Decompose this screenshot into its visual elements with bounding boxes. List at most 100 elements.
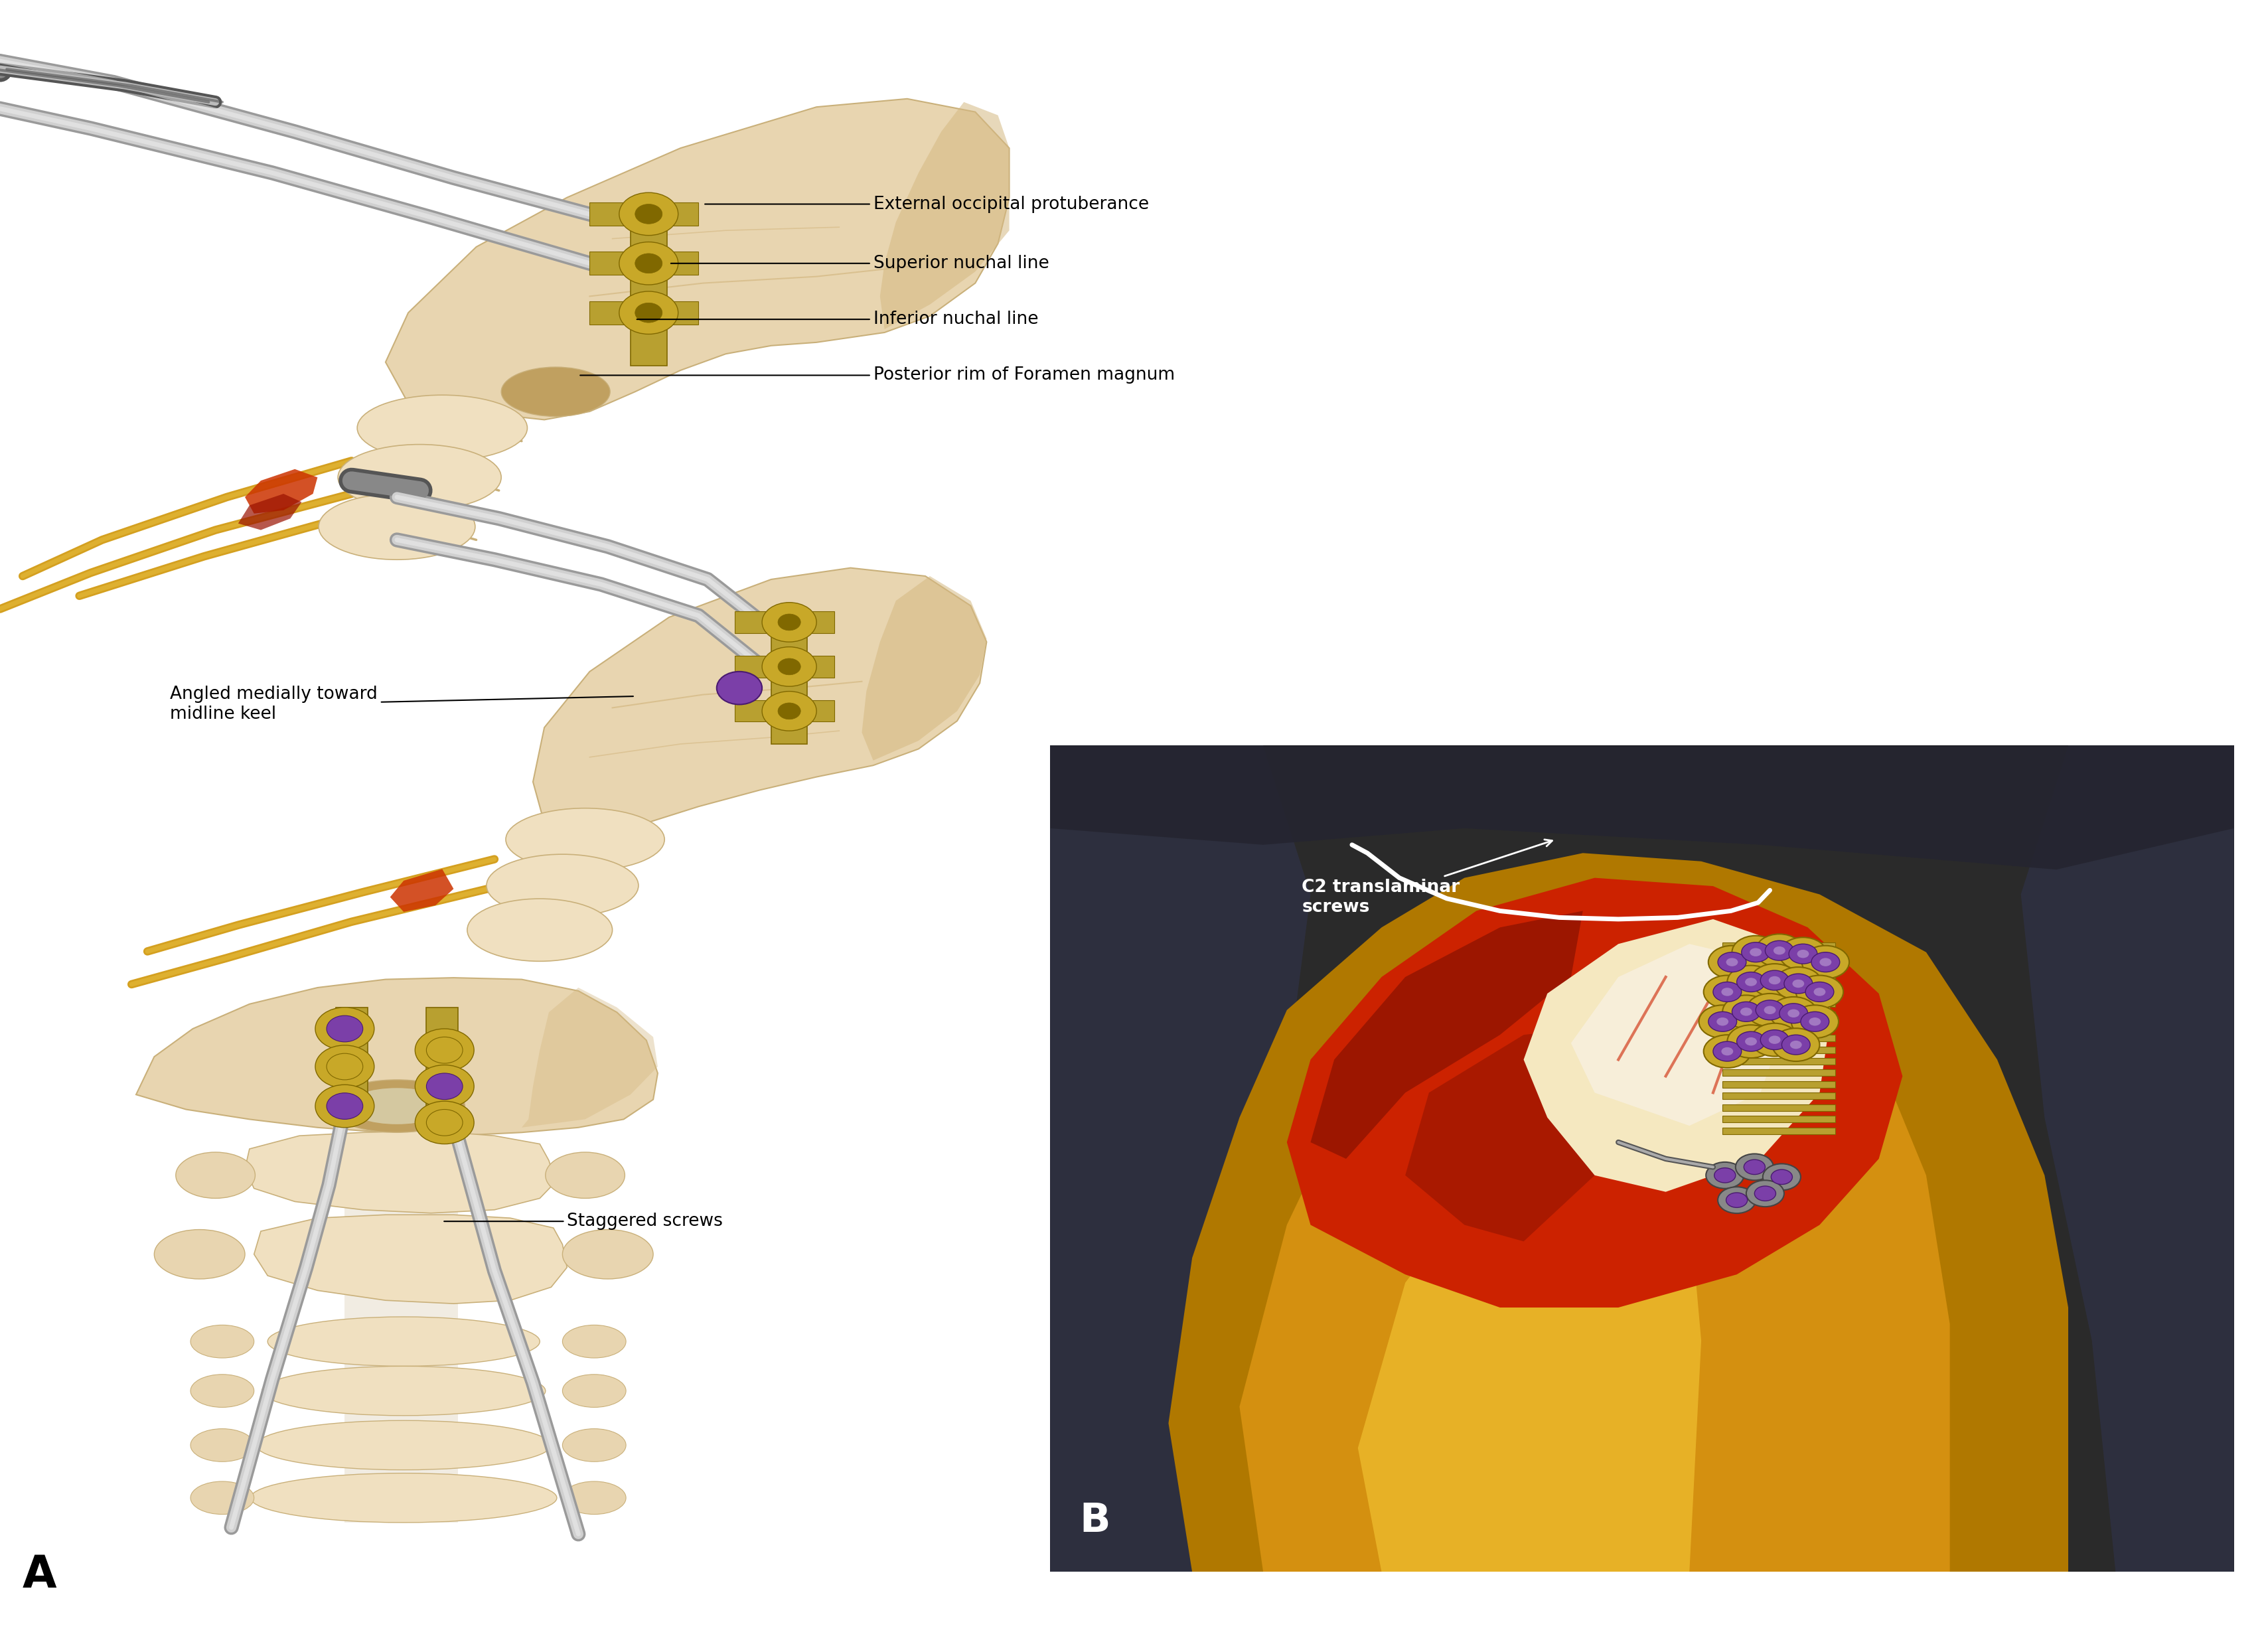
Polygon shape — [386, 99, 1009, 420]
Ellipse shape — [501, 367, 610, 416]
Circle shape — [762, 602, 816, 642]
Circle shape — [1780, 937, 1826, 971]
Text: Inferior nuchal line: Inferior nuchal line — [637, 311, 1039, 328]
Ellipse shape — [562, 1230, 653, 1279]
Circle shape — [1735, 1154, 1774, 1180]
Circle shape — [1726, 1193, 1746, 1208]
Circle shape — [1751, 1024, 1799, 1057]
Circle shape — [1708, 945, 1755, 979]
Circle shape — [426, 1073, 463, 1100]
Ellipse shape — [249, 1473, 558, 1523]
Bar — [1721, 955, 1835, 961]
Circle shape — [1789, 943, 1817, 965]
Circle shape — [1733, 1002, 1760, 1022]
Text: Staggered screws: Staggered screws — [445, 1213, 723, 1230]
Ellipse shape — [263, 1366, 544, 1416]
Ellipse shape — [191, 1325, 254, 1358]
Circle shape — [1751, 965, 1799, 997]
Polygon shape — [1050, 746, 2234, 869]
Circle shape — [1805, 983, 1835, 1002]
Circle shape — [778, 658, 801, 675]
Circle shape — [1801, 945, 1848, 979]
Circle shape — [1721, 1047, 1733, 1055]
Ellipse shape — [347, 1088, 447, 1124]
Circle shape — [1783, 1035, 1810, 1055]
Polygon shape — [1406, 1027, 1619, 1241]
Bar — [1721, 1001, 1835, 1007]
Circle shape — [1810, 1017, 1821, 1025]
Circle shape — [1728, 966, 1774, 999]
Circle shape — [1721, 988, 1733, 996]
Circle shape — [426, 1109, 463, 1136]
Text: Angled medially toward
midline keel: Angled medially toward midline keel — [170, 686, 633, 723]
Circle shape — [1726, 958, 1737, 966]
Polygon shape — [862, 576, 987, 760]
Polygon shape — [136, 978, 658, 1136]
Ellipse shape — [467, 899, 612, 961]
Bar — [1721, 1128, 1835, 1134]
Circle shape — [762, 691, 816, 731]
Bar — [1721, 966, 1835, 973]
Circle shape — [1769, 997, 1817, 1030]
Circle shape — [1789, 1040, 1801, 1049]
Circle shape — [1703, 976, 1751, 1009]
Circle shape — [1751, 948, 1762, 956]
Circle shape — [1712, 1042, 1742, 1062]
Circle shape — [315, 1085, 374, 1128]
Circle shape — [1740, 1007, 1753, 1016]
Circle shape — [1699, 1006, 1746, 1039]
Circle shape — [762, 647, 816, 686]
Polygon shape — [1286, 877, 1903, 1307]
Ellipse shape — [485, 854, 640, 917]
Bar — [1721, 978, 1835, 984]
Circle shape — [1792, 1006, 1839, 1039]
Circle shape — [1721, 996, 1769, 1029]
Bar — [1721, 1047, 1835, 1053]
Circle shape — [1769, 1035, 1780, 1044]
Ellipse shape — [562, 1374, 626, 1407]
Bar — [1721, 1058, 1835, 1065]
Circle shape — [1742, 942, 1769, 963]
Bar — [1721, 1093, 1835, 1100]
Text: Posterior rim of Foramen magnum: Posterior rim of Foramen magnum — [581, 367, 1175, 384]
Text: Occipital screws: Occipital screws — [1356, 543, 1538, 607]
Ellipse shape — [506, 808, 665, 871]
Ellipse shape — [329, 1080, 465, 1132]
Polygon shape — [1241, 927, 1950, 1572]
Text: C2 translaminar
screws: C2 translaminar screws — [1302, 839, 1551, 915]
Polygon shape — [245, 1131, 556, 1213]
Bar — [1721, 989, 1835, 996]
Circle shape — [1744, 1160, 1765, 1175]
Circle shape — [635, 303, 662, 323]
Ellipse shape — [544, 1152, 626, 1198]
Circle shape — [1715, 1169, 1735, 1183]
Circle shape — [1733, 935, 1780, 969]
Text: B: B — [1080, 1501, 1111, 1541]
Ellipse shape — [177, 1152, 254, 1198]
Circle shape — [1796, 976, 1844, 1009]
Polygon shape — [390, 869, 454, 912]
Circle shape — [1746, 1180, 1785, 1207]
Circle shape — [1787, 1009, 1799, 1017]
Circle shape — [1717, 951, 1746, 973]
Bar — [1721, 1024, 1835, 1030]
Circle shape — [426, 1037, 463, 1063]
Circle shape — [1708, 1012, 1737, 1032]
Polygon shape — [1359, 1126, 1701, 1572]
Ellipse shape — [338, 444, 501, 510]
Circle shape — [1755, 1001, 1785, 1021]
Circle shape — [415, 1101, 474, 1144]
Circle shape — [1746, 994, 1794, 1027]
Circle shape — [1728, 1025, 1774, 1058]
Ellipse shape — [191, 1481, 254, 1514]
Circle shape — [619, 242, 678, 285]
Bar — [345, 1193, 458, 1523]
Text: Superior nuchal line: Superior nuchal line — [671, 255, 1048, 272]
Circle shape — [1769, 976, 1780, 984]
Polygon shape — [238, 494, 302, 530]
Ellipse shape — [358, 395, 528, 461]
Circle shape — [1760, 971, 1789, 991]
Circle shape — [327, 1053, 363, 1080]
Polygon shape — [880, 102, 1009, 329]
Polygon shape — [254, 1215, 567, 1304]
